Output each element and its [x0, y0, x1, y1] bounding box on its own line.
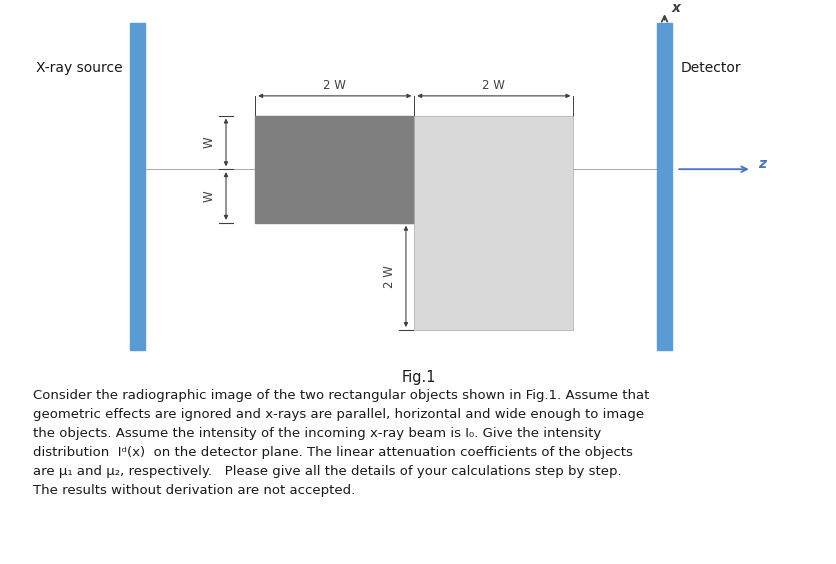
Text: μ₂: μ₂	[483, 165, 503, 184]
Text: 2 W: 2 W	[482, 79, 505, 92]
Text: W: W	[202, 190, 216, 202]
Text: z: z	[757, 157, 766, 170]
Bar	[130, 23, 145, 350]
Text: Fig.1: Fig.1	[400, 371, 436, 385]
Text: W: W	[202, 136, 216, 148]
Text: Object-1: Object-1	[308, 130, 361, 143]
Bar	[255, 116, 414, 223]
Text: 2 W: 2 W	[323, 79, 346, 92]
Text: x: x	[670, 2, 680, 15]
Bar	[414, 116, 573, 330]
Text: 2 W: 2 W	[382, 265, 395, 288]
Text: X-ray source: X-ray source	[37, 61, 123, 74]
Text: Object-2: Object-2	[466, 130, 520, 143]
Text: Detector: Detector	[680, 61, 740, 74]
Text: μ₁: μ₁	[324, 165, 344, 184]
Text: Consider the radiographic image of the two rectangular objects shown in Fig.1. A: Consider the radiographic image of the t…	[33, 389, 649, 497]
Bar	[656, 23, 671, 350]
